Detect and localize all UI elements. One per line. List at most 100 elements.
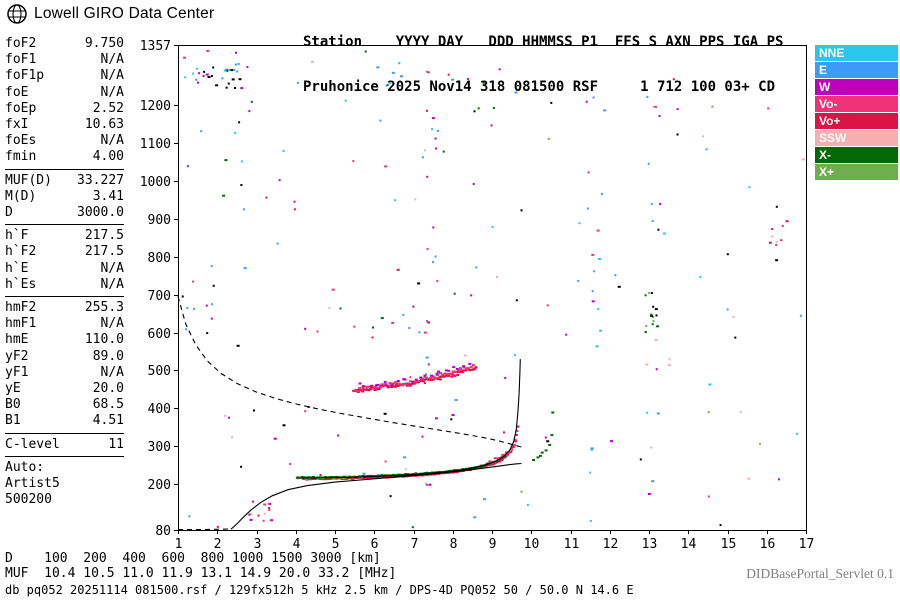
param-value: 68.5 (92, 397, 124, 413)
param-row-artist5: Artist5 (5, 476, 124, 492)
param-row-m-d: M(D) 3.41 (5, 189, 124, 205)
x-tick-label: 16 (760, 537, 776, 552)
param-row-muf-d: MUF(D) 33.227 (5, 173, 124, 189)
param-row-fmin: fmin 4.00 (5, 149, 124, 165)
param-label: h`F (5, 228, 29, 244)
param-row-fof1p: foF1p N/A (5, 68, 124, 84)
profile-and-curves (177, 296, 524, 531)
x-tick-label: 4 (293, 537, 301, 552)
param-value: 89.0 (92, 348, 124, 364)
param-label: B1 (5, 413, 21, 429)
param-value: N/A (100, 316, 124, 332)
param-value: 3000.0 (77, 205, 124, 221)
param-value: N/A (100, 276, 124, 292)
param-value: 9.750 (84, 36, 124, 51)
param-row-hmf1: hmF1 N/A (5, 316, 124, 332)
param-row-fof1: foF1 N/A (5, 52, 124, 68)
y-tick-label: 1200 (140, 99, 171, 114)
param-value: 33.227 (77, 172, 124, 188)
param-label: yF2 (5, 348, 29, 364)
y-tick-label: 600 (148, 327, 171, 342)
x-tick-label: 5 (332, 537, 340, 552)
param-label: foE (5, 84, 29, 100)
direction-legend: NNE E W Vo- Vo+ SSW X- X+ (815, 45, 898, 181)
param-value: 110.0 (84, 332, 124, 348)
plot-axes: 1 2 3 4 5 6 7 8 9 10 11 12 13 14 15 16 17802003004005006… (140, 39, 815, 552)
x-tick-label: 13 (642, 537, 658, 552)
x-tick-label: 14 (681, 537, 697, 552)
param-value: N/A (100, 52, 124, 68)
station-values-line: Pruhonice 2025 Nov14 318 081500 RSF 1 71… (303, 79, 776, 95)
param-label: foF1p (5, 68, 45, 84)
x-tick-label: 11 (564, 537, 580, 552)
param-row-hme: hmE 110.0 (5, 332, 124, 348)
y-tick-label: 800 (148, 251, 171, 266)
param-value: 217.5 (84, 228, 124, 244)
param-row-b0: B0 68.5 (5, 397, 124, 413)
param-row-h-f: h`F 217.5 (5, 228, 124, 244)
param-row-yf1: yF1 N/A (5, 365, 124, 381)
param-label: h`E (5, 260, 29, 276)
x-tick-label: 1 (175, 537, 183, 552)
param-row-h-es: h`Es N/A (5, 277, 124, 293)
x-tick-label: 17 (799, 537, 815, 552)
param-value: N/A (100, 260, 124, 276)
param-value: 11 (108, 436, 124, 452)
param-value: N/A (100, 133, 124, 149)
sidebar-divider (5, 224, 124, 226)
param-label: MUF(D) (5, 172, 52, 188)
x-tick-label: 12 (603, 537, 619, 552)
param-value: 3.41 (92, 188, 124, 204)
param-label: foEs (5, 133, 37, 149)
distance-row: D 100 200 400 600 800 1000 1500 3000 [km… (5, 551, 381, 566)
x-tick-label: 6 (371, 537, 379, 552)
param-label: D (5, 205, 13, 221)
legend-item-x: X- (815, 147, 898, 163)
param-value: 217.5 (84, 244, 124, 260)
param-value: 255.3 (84, 300, 124, 316)
param-label: fmin (5, 149, 37, 165)
param-row-b1: B1 4.51 (5, 413, 124, 429)
param-row-foe: foE N/A (5, 85, 124, 101)
legend-item-vo: Vo+ (815, 113, 898, 129)
ionogram-file-info: db pq052 20251114 081500.rsf / 129fx512h… (5, 583, 634, 597)
sidebar-divider (5, 168, 124, 170)
param-value: 20.0 (92, 381, 124, 397)
param-label: hmE (5, 332, 29, 348)
param-label: foEp (5, 100, 37, 116)
legend-item-nne: NNE (815, 45, 898, 61)
param-row-ye: yE 20.0 (5, 381, 124, 397)
y-tick-label: 400 (148, 402, 171, 417)
param-label: yF1 (5, 364, 29, 380)
param-row-h-f2: h`F2 217.5 (5, 244, 124, 260)
param-row-fxi: fxI 10.63 (5, 117, 124, 133)
legend-item-ssw: SSW (815, 130, 898, 146)
param-row-hmf2: hmF2 255.3 (5, 300, 124, 316)
y-tick-label: 700 (148, 289, 171, 304)
x-tick-label: 9 (489, 537, 497, 552)
y-tick-label: 1357 (140, 39, 171, 54)
sidebar-divider (5, 296, 124, 298)
y-tick-label: 900 (148, 213, 171, 228)
parameter-panel: foF2 9.750 foF1 N/A foF1p N/A foE N/A foEp 2.52 fx… (5, 36, 124, 508)
echo-noise-points (181, 49, 805, 529)
legend-item-vo: Vo- (815, 96, 898, 112)
brand-header: Lowell GIRO Data Center (6, 3, 214, 25)
x-tick-label: 10 (524, 537, 540, 552)
param-label: Artist5 (5, 476, 60, 492)
param-label: Auto: (5, 459, 45, 475)
param-label: yE (5, 381, 21, 397)
param-row-c-level: C-level 11 (5, 437, 124, 453)
param-row-foep: foEp 2.52 (5, 101, 124, 117)
param-label: C-level (5, 436, 60, 452)
fitted-trace (295, 359, 521, 479)
y-tick-label: 1100 (140, 137, 171, 152)
param-row-fof2: foF2 9.750 (5, 36, 124, 52)
param-label: hmF1 (5, 316, 37, 332)
muf-row: MUF 10.4 10.5 11.0 11.9 13.1 14.9 20.0 3… (5, 566, 397, 581)
param-row-yf2: yF2 89.0 (5, 349, 124, 365)
param-row-500200: 500200 (5, 492, 124, 508)
x-tick-label: 8 (450, 537, 458, 552)
param-label: B0 (5, 397, 21, 413)
